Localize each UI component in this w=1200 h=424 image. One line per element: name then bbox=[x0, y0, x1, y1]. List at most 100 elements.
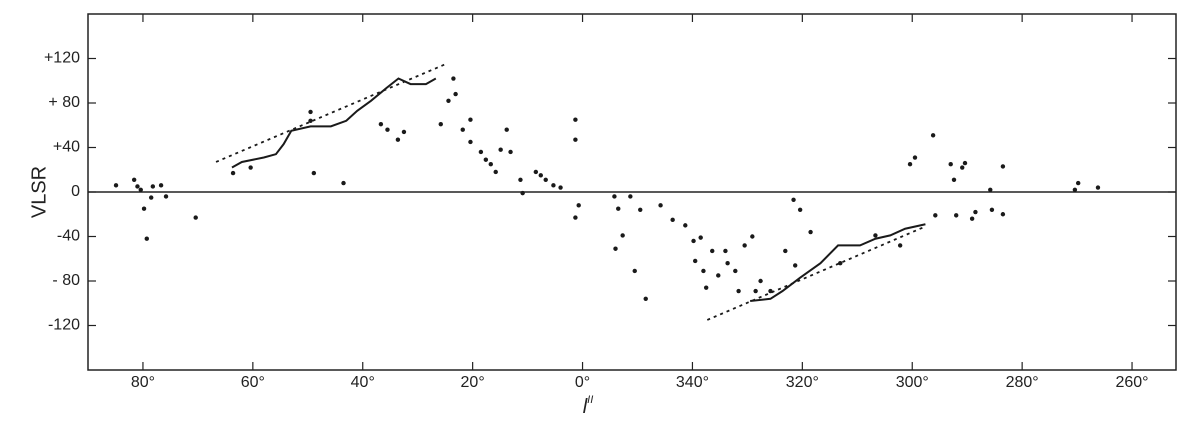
data-point bbox=[144, 236, 149, 241]
x-tick-label: 340° bbox=[676, 374, 709, 391]
data-point bbox=[912, 155, 918, 160]
data-point bbox=[378, 121, 384, 127]
data-point bbox=[551, 183, 556, 188]
data-point bbox=[141, 206, 147, 211]
y-tick-label: -120 bbox=[48, 317, 80, 334]
data-point bbox=[791, 197, 796, 202]
data-point bbox=[628, 194, 633, 199]
data-point bbox=[948, 161, 953, 167]
data-point bbox=[742, 243, 747, 248]
data-point bbox=[451, 76, 456, 81]
data-point bbox=[311, 170, 317, 176]
data-point bbox=[725, 261, 730, 266]
x-tick-label: 0° bbox=[575, 374, 590, 391]
data-point bbox=[150, 184, 156, 189]
x-tick-label: 280° bbox=[1006, 374, 1039, 391]
data-point bbox=[962, 160, 968, 166]
data-point bbox=[460, 127, 465, 132]
data-point bbox=[573, 215, 578, 220]
curve bbox=[750, 223, 926, 303]
data-point bbox=[1075, 180, 1081, 186]
data-point bbox=[1072, 187, 1078, 192]
data-point bbox=[643, 296, 648, 301]
y-axis-label: VLSR bbox=[28, 166, 50, 218]
data-point bbox=[954, 213, 959, 218]
data-point bbox=[736, 288, 741, 294]
x-tick-label: 80° bbox=[131, 374, 155, 391]
y-tick-label: -40 bbox=[57, 228, 80, 245]
data-point bbox=[933, 213, 938, 218]
data-point bbox=[135, 184, 140, 189]
data-point bbox=[612, 194, 617, 199]
data-point bbox=[838, 261, 843, 266]
data-point bbox=[573, 137, 578, 142]
data-point bbox=[538, 173, 543, 178]
y-tick-label: +40 bbox=[53, 139, 80, 156]
data-point bbox=[897, 243, 903, 248]
data-point bbox=[163, 194, 169, 199]
data-point bbox=[797, 207, 803, 212]
data-point bbox=[658, 203, 663, 208]
data-point bbox=[783, 248, 788, 254]
data-point bbox=[960, 165, 965, 170]
data-point bbox=[131, 177, 137, 182]
data-point bbox=[341, 180, 346, 186]
x-tick-label: 60° bbox=[241, 374, 265, 391]
data-point bbox=[401, 129, 407, 135]
data-point bbox=[498, 147, 503, 152]
data-point bbox=[533, 169, 539, 175]
data-point bbox=[703, 285, 709, 290]
y-tick-label: +120 bbox=[44, 50, 80, 67]
x-axis-label-main: l bbox=[583, 396, 588, 418]
data-point bbox=[488, 161, 493, 167]
data-point bbox=[670, 217, 675, 223]
x-tick-label: 20° bbox=[461, 374, 485, 391]
data-point bbox=[616, 206, 621, 211]
data-point bbox=[158, 183, 164, 188]
data-point bbox=[758, 278, 763, 284]
data-point bbox=[558, 185, 563, 190]
data-point bbox=[1095, 185, 1101, 190]
data-point bbox=[308, 109, 313, 115]
data-point bbox=[113, 183, 119, 188]
data-point bbox=[969, 216, 975, 221]
data-point bbox=[873, 233, 878, 238]
data-point bbox=[710, 248, 715, 254]
y-tick-label: - 80 bbox=[52, 272, 80, 289]
data-point bbox=[468, 117, 473, 122]
data-point bbox=[973, 209, 978, 215]
curve bbox=[231, 77, 437, 169]
data-point bbox=[793, 263, 798, 268]
data-point bbox=[683, 223, 688, 228]
data-point bbox=[988, 187, 993, 192]
trend-line bbox=[706, 225, 926, 321]
data-point bbox=[1000, 212, 1006, 217]
data-point bbox=[989, 207, 995, 212]
data-point bbox=[573, 117, 578, 122]
data-point bbox=[576, 203, 581, 208]
data-point bbox=[483, 157, 489, 162]
data-point bbox=[930, 133, 936, 138]
data-point bbox=[750, 234, 755, 239]
data-point bbox=[438, 121, 443, 127]
x-tick-label: 260° bbox=[1115, 374, 1148, 391]
data-point bbox=[308, 118, 313, 124]
data-point bbox=[446, 98, 451, 103]
data-point bbox=[148, 195, 154, 200]
data-point bbox=[230, 170, 236, 176]
data-point bbox=[808, 229, 813, 235]
data-point bbox=[478, 149, 484, 155]
data-point bbox=[701, 268, 706, 274]
data-point bbox=[248, 165, 253, 170]
data-point bbox=[951, 177, 957, 182]
data-point bbox=[395, 137, 401, 142]
data-point bbox=[518, 177, 523, 182]
y-tick-label: 0 bbox=[71, 183, 80, 200]
data-point bbox=[692, 258, 698, 264]
x-tick-label: 300° bbox=[896, 374, 929, 391]
data-point bbox=[468, 139, 473, 145]
x-axis-label-sup: II bbox=[587, 394, 593, 406]
data-point bbox=[520, 190, 525, 196]
data-point bbox=[716, 273, 721, 278]
